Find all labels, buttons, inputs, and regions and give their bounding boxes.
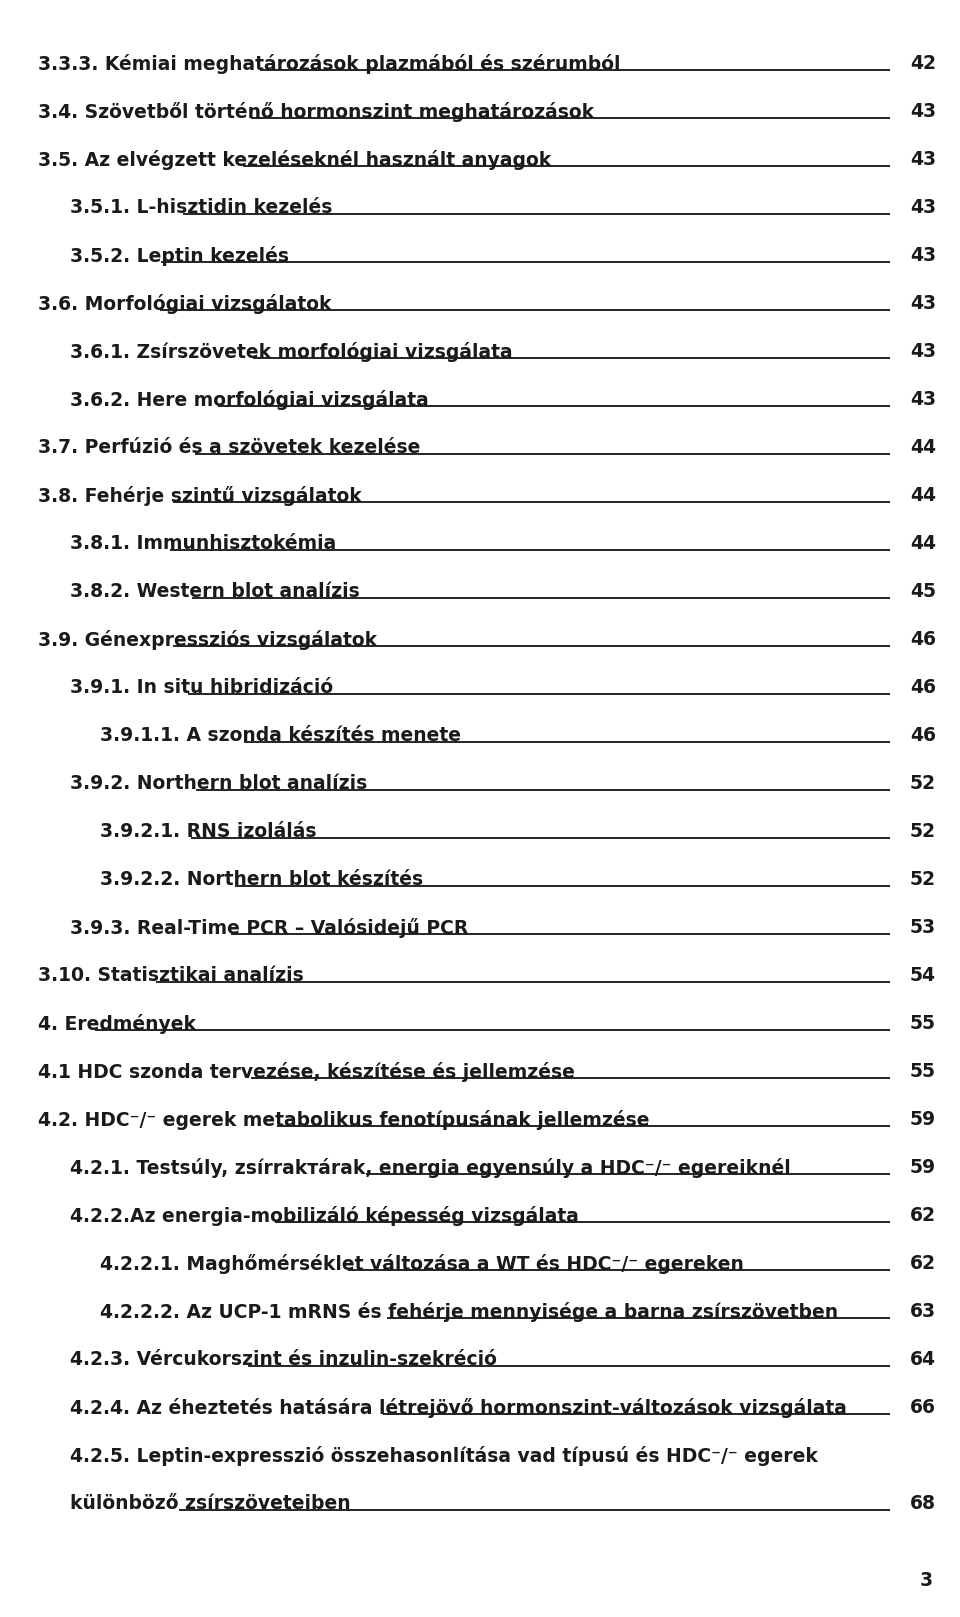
- Text: 62: 62: [910, 1255, 936, 1273]
- Text: 46: 46: [910, 631, 936, 648]
- Text: 3.7. Perfúzió és a szövetek kezelése: 3.7. Perfúzió és a szövetek kezelése: [38, 438, 420, 458]
- Text: 46: 46: [910, 726, 936, 745]
- Text: 44: 44: [910, 534, 936, 553]
- Text: 44: 44: [910, 487, 936, 505]
- Text: 43: 43: [910, 390, 936, 409]
- Text: 3.6. Morfológiai vizsgálatok: 3.6. Morfológiai vizsgálatok: [38, 294, 331, 314]
- Text: 4.2.4. Az éheztetés hatására létrejövő hormonszint-változások vizsgálata: 4.2.4. Az éheztetés hatására létrejövő h…: [70, 1397, 847, 1418]
- Text: 3.9.1. In situ hibridizáció: 3.9.1. In situ hibridizáció: [70, 678, 333, 697]
- Text: 62: 62: [910, 1206, 936, 1226]
- Text: 4.2.1. Testsúly, zsírrakтárak, energia egyensúly a HDC⁻/⁻ egereiknél: 4.2.1. Testsúly, zsírrakтárak, energia e…: [70, 1158, 791, 1177]
- Text: 4. Eredmények: 4. Eredmények: [38, 1014, 196, 1033]
- Text: 3: 3: [920, 1570, 933, 1590]
- Text: 63: 63: [910, 1302, 936, 1321]
- Text: 3.8. Fehérje szintű vizsgálatok: 3.8. Fehérje szintű vizsgálatok: [38, 485, 362, 506]
- Text: 43: 43: [910, 150, 936, 170]
- Text: 59: 59: [910, 1111, 936, 1129]
- Text: 43: 43: [910, 102, 936, 121]
- Text: 43: 43: [910, 199, 936, 217]
- Text: 45: 45: [910, 582, 936, 602]
- Text: különböző zsírszöveteiben: különböző zsírszöveteiben: [70, 1494, 350, 1514]
- Text: 3.9. Génexpressziós vizsgálatok: 3.9. Génexpressziós vizsgálatok: [38, 629, 377, 650]
- Text: 43: 43: [910, 294, 936, 314]
- Text: 52: 52: [910, 870, 936, 889]
- Text: 3.4. Szövetből történő hormonszint meghatározások: 3.4. Szövetből történő hormonszint megha…: [38, 102, 594, 121]
- Text: 64: 64: [910, 1350, 936, 1370]
- Text: 4.2.2.Az energia-mobilizáló képesség vizsgálata: 4.2.2.Az energia-mobilizáló képesség viz…: [70, 1206, 579, 1226]
- Text: 3.9.2.2. Northern blot készítés: 3.9.2.2. Northern blot készítés: [100, 870, 423, 889]
- Text: 55: 55: [910, 1014, 936, 1033]
- Text: 53: 53: [910, 918, 936, 938]
- Text: 4.2. HDC⁻/⁻ egerek metabolikus fenotípusának jellemzése: 4.2. HDC⁻/⁻ egerek metabolikus fenotípus…: [38, 1109, 650, 1130]
- Text: 42: 42: [910, 53, 936, 73]
- Text: 4.2.2.2. Az UCP-1 mRNS és fehérje mennyisége a barna zsírszövetben: 4.2.2.2. Az UCP-1 mRNS és fehérje mennyi…: [100, 1302, 838, 1321]
- Text: 52: 52: [910, 821, 936, 841]
- Text: 59: 59: [910, 1158, 936, 1177]
- Text: 52: 52: [910, 775, 936, 792]
- Text: 3.5.1. L-hisztidin kezelés: 3.5.1. L-hisztidin kezelés: [70, 199, 332, 217]
- Text: 3.5. Az elvégzett kezeléseknél használt anyagok: 3.5. Az elvégzett kezeléseknél használt …: [38, 150, 551, 170]
- Text: 43: 43: [910, 246, 936, 265]
- Text: 68: 68: [910, 1494, 936, 1514]
- Text: 54: 54: [910, 965, 936, 985]
- Text: 4.1 HDC szonda tervezése, készítése és jellemzése: 4.1 HDC szonda tervezése, készítése és j…: [38, 1062, 575, 1082]
- Text: 3.3.3. Kémiai meghatározások plazmából és szérumból: 3.3.3. Kémiai meghatározások plazmából é…: [38, 53, 620, 74]
- Text: 3.9.2.1. RNS izolálás: 3.9.2.1. RNS izolálás: [100, 821, 317, 841]
- Text: 44: 44: [910, 438, 936, 458]
- Text: 46: 46: [910, 678, 936, 697]
- Text: 4.2.3. Vércukorszint és inzulin-szekréció: 4.2.3. Vércukorszint és inzulin-szekréci…: [70, 1350, 497, 1370]
- Text: 3.6.2. Here morfológiai vizsgálata: 3.6.2. Here morfológiai vizsgálata: [70, 390, 429, 409]
- Text: 3.8.2. Western blot analízis: 3.8.2. Western blot analízis: [70, 582, 360, 602]
- Text: 3.8.1. Immunhisztokémia: 3.8.1. Immunhisztokémia: [70, 534, 336, 553]
- Text: 3.9.1.1. A szonda készítés menete: 3.9.1.1. A szonda készítés menete: [100, 726, 461, 745]
- Text: 3.10. Statisztikai analízis: 3.10. Statisztikai analízis: [38, 965, 303, 985]
- Text: 4.2.2.1. Maghőmérséklet változása a WT és HDC⁻/⁻ egereken: 4.2.2.1. Maghőmérséklet változása a WT é…: [100, 1253, 744, 1274]
- Text: 43: 43: [910, 343, 936, 361]
- Text: 66: 66: [910, 1399, 936, 1416]
- Text: 3.6.1. Zsírszövetek morfológiai vizsgálata: 3.6.1. Zsírszövetek morfológiai vizsgála…: [70, 341, 513, 362]
- Text: 3.9.2. Northern blot analízis: 3.9.2. Northern blot analízis: [70, 775, 368, 792]
- Text: 3.9.3. Real-Time PCR – Valósidejű PCR: 3.9.3. Real-Time PCR – Valósidejű PCR: [70, 917, 468, 938]
- Text: 55: 55: [910, 1062, 936, 1082]
- Text: 3.5.2. Leptin kezelés: 3.5.2. Leptin kezelés: [70, 246, 289, 265]
- Text: 4.2.5. Leptin-expresszió összehasonlítása vad típusú és HDC⁻/⁻ egerek: 4.2.5. Leptin-expresszió összehasonlítás…: [70, 1446, 818, 1465]
